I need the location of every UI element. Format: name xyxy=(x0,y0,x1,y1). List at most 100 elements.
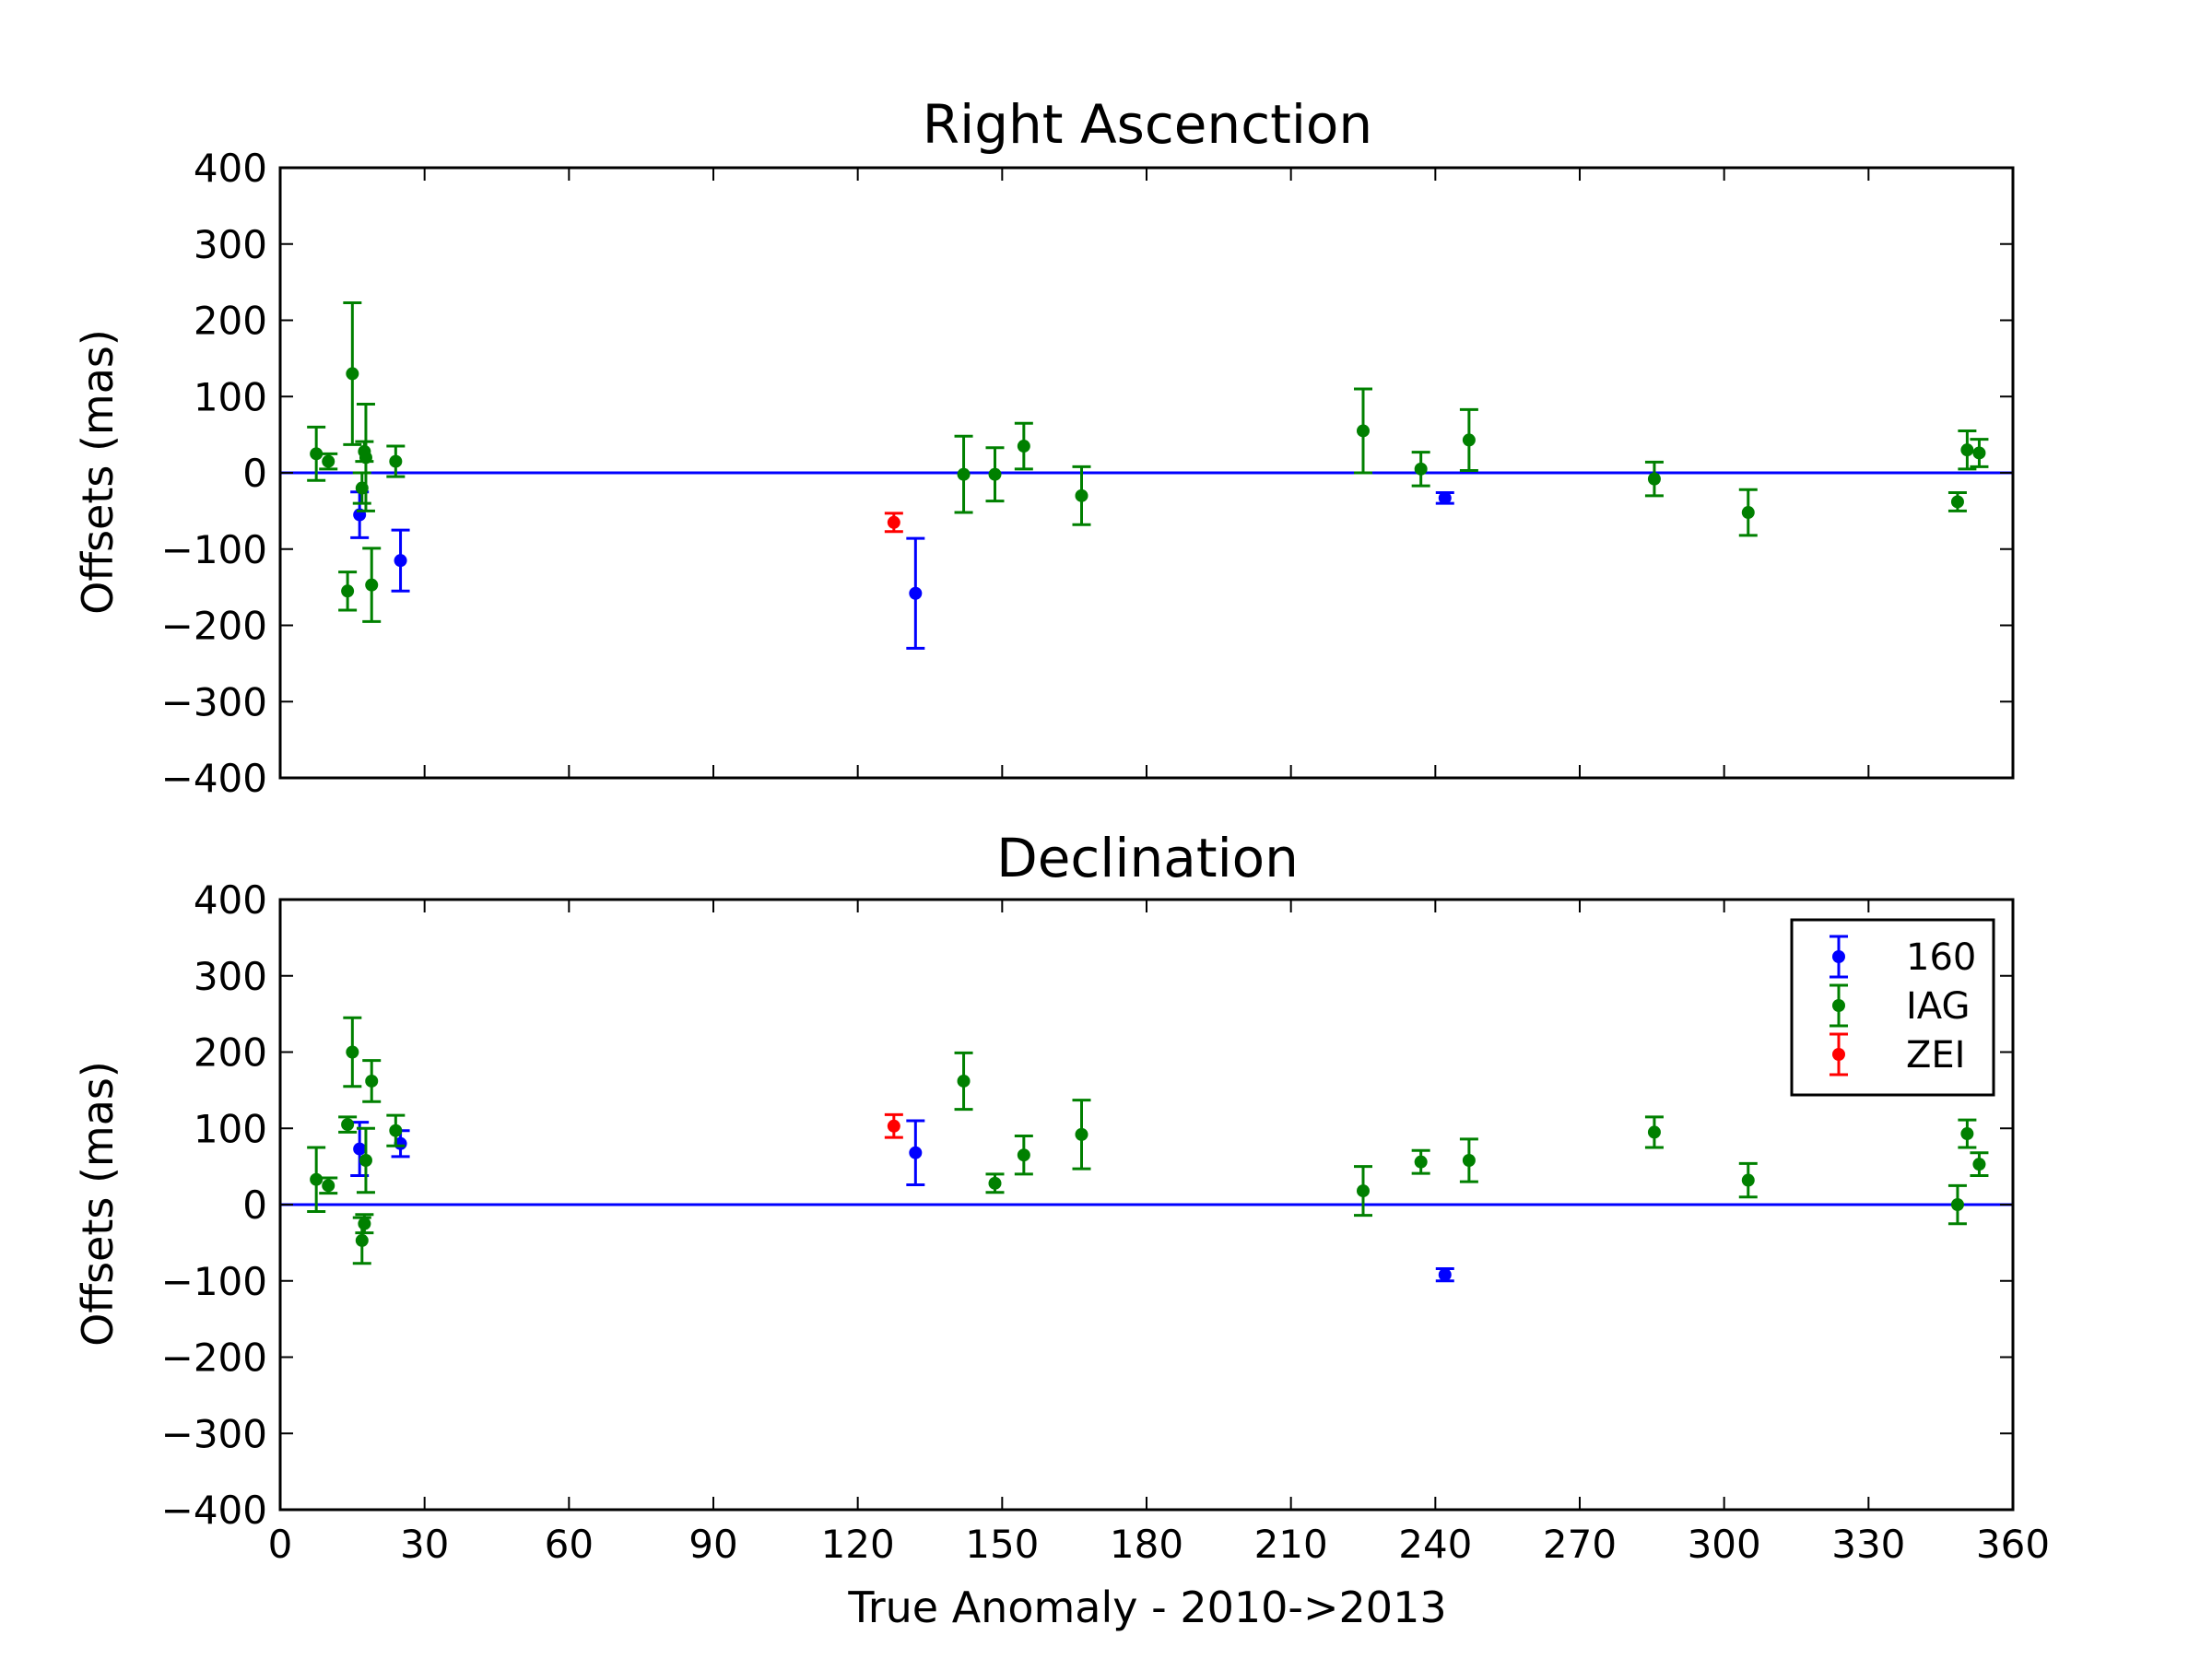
data-marker xyxy=(1960,443,1974,457)
legend-marker xyxy=(1832,999,1845,1012)
data-marker xyxy=(1462,433,1476,447)
data-marker xyxy=(1950,495,1964,509)
data-marker xyxy=(887,515,900,529)
data-marker xyxy=(346,367,359,381)
data-point-iag xyxy=(1644,1115,1664,1149)
legend-box xyxy=(1790,918,1995,1097)
data-marker xyxy=(358,1217,371,1230)
data-point-iag xyxy=(343,1016,362,1088)
y-tick-label: −300 xyxy=(161,679,267,724)
legend-item-zei: ZEI xyxy=(1830,1032,1965,1077)
data-marker xyxy=(389,1124,403,1137)
legend-marker xyxy=(1832,950,1845,963)
y-axis-label: Offsets (mas) xyxy=(73,329,123,615)
data-point-iag xyxy=(1459,407,1478,473)
data-point-iag xyxy=(362,547,382,623)
data-point-iag xyxy=(1354,1165,1372,1218)
data-point-iag xyxy=(1958,1118,1977,1149)
y-tick-label: 300 xyxy=(194,954,267,999)
x-axis-label: True Anomaly - 2010->2013 xyxy=(847,1583,1446,1632)
x-tick-label: 120 xyxy=(821,1522,895,1567)
data-marker xyxy=(1960,1127,1974,1141)
data-point-iag xyxy=(1459,1137,1478,1183)
data-marker xyxy=(1414,462,1428,476)
y-tick-label: 200 xyxy=(194,1030,267,1076)
chart-title: Right Ascenction xyxy=(923,93,1372,156)
y-tick-label: 0 xyxy=(242,1182,267,1228)
data-marker xyxy=(1075,488,1088,502)
data-point-zei xyxy=(884,512,903,534)
data-point-iag xyxy=(1072,465,1091,526)
legend-label: IAG xyxy=(1906,985,1970,1028)
data-marker xyxy=(1075,1127,1088,1141)
data-marker xyxy=(322,1179,335,1193)
data-point-iag xyxy=(386,444,406,478)
data-marker xyxy=(341,584,355,598)
x-tick-label: 180 xyxy=(1110,1522,1183,1567)
data-marker xyxy=(355,1233,369,1247)
data-point-iag xyxy=(985,1172,1005,1194)
x-tick-label: 0 xyxy=(268,1522,293,1567)
data-marker xyxy=(988,1176,1002,1190)
data-marker xyxy=(1357,1184,1370,1198)
x-tick-label: 330 xyxy=(1831,1522,1905,1567)
data-point-iag xyxy=(356,403,375,512)
data-marker xyxy=(1741,1173,1755,1187)
data-point-iag xyxy=(338,571,358,612)
data-point-iag xyxy=(319,1176,338,1195)
data-point-iag xyxy=(1958,429,1977,471)
y-tick-label: −200 xyxy=(161,1335,267,1381)
y-tick-label: 200 xyxy=(194,299,267,344)
data-point-iag xyxy=(386,1113,406,1147)
y-tick-label: 100 xyxy=(194,374,267,419)
data-marker xyxy=(1972,446,1986,460)
data-point-iag xyxy=(307,425,326,482)
data-point-iag xyxy=(1014,421,1033,471)
y-axis-label: Offsets (mas) xyxy=(73,1061,123,1347)
legend-item-160: 160 xyxy=(1830,935,1976,979)
x-tick-label: 90 xyxy=(688,1522,737,1567)
legend-marker xyxy=(1832,1048,1845,1061)
data-marker xyxy=(1017,440,1030,453)
data-point-iag xyxy=(1014,1135,1033,1176)
y-tick-label: 400 xyxy=(194,146,267,191)
data-point-iag xyxy=(1411,1148,1430,1175)
data-marker xyxy=(1462,1154,1476,1168)
data-marker xyxy=(310,1172,324,1186)
y-tick-label: 0 xyxy=(242,451,267,496)
data-marker xyxy=(1950,1198,1964,1211)
declination-panel: Declination Offsets (mas) −400 −300 −200 −1… xyxy=(73,827,2050,1632)
data-marker xyxy=(1647,472,1661,486)
y-tick-label: 100 xyxy=(194,1106,267,1151)
data-marker xyxy=(1414,1155,1428,1169)
data-marker xyxy=(1741,506,1755,520)
x-tick-label: 30 xyxy=(400,1522,449,1567)
right-ascension-panel: Right Ascenction Offsets (mas) −400 −300 −… xyxy=(73,93,2015,801)
legend: 160 IAG ZEI xyxy=(1790,918,1995,1097)
x-tick-label: 300 xyxy=(1688,1522,1761,1567)
data-point-iag xyxy=(338,1115,358,1134)
y-tick-label: −100 xyxy=(161,1259,267,1304)
data-point-160 xyxy=(391,528,410,593)
data-point-iag xyxy=(1738,488,1758,537)
data-point-iag xyxy=(343,300,362,446)
data-marker xyxy=(988,467,1002,481)
data-marker xyxy=(389,454,403,468)
y-tick-label: −200 xyxy=(161,604,267,649)
data-marker xyxy=(1438,491,1452,505)
plot-frame xyxy=(278,166,2015,780)
y-tick-label: −300 xyxy=(161,1411,267,1456)
data-point-iag xyxy=(352,471,371,505)
data-point-iag xyxy=(1354,387,1372,475)
data-point-iag xyxy=(1970,1151,1989,1178)
y-tick-label: 300 xyxy=(194,222,267,267)
data-point-160 xyxy=(1435,1267,1454,1283)
data-point-iag xyxy=(1970,438,1989,468)
data-point-zei xyxy=(884,1112,903,1139)
data-point-iag xyxy=(307,1146,326,1213)
y-tick-label: −400 xyxy=(161,1488,267,1533)
data-marker xyxy=(394,554,407,568)
data-point-iag xyxy=(356,1126,375,1194)
